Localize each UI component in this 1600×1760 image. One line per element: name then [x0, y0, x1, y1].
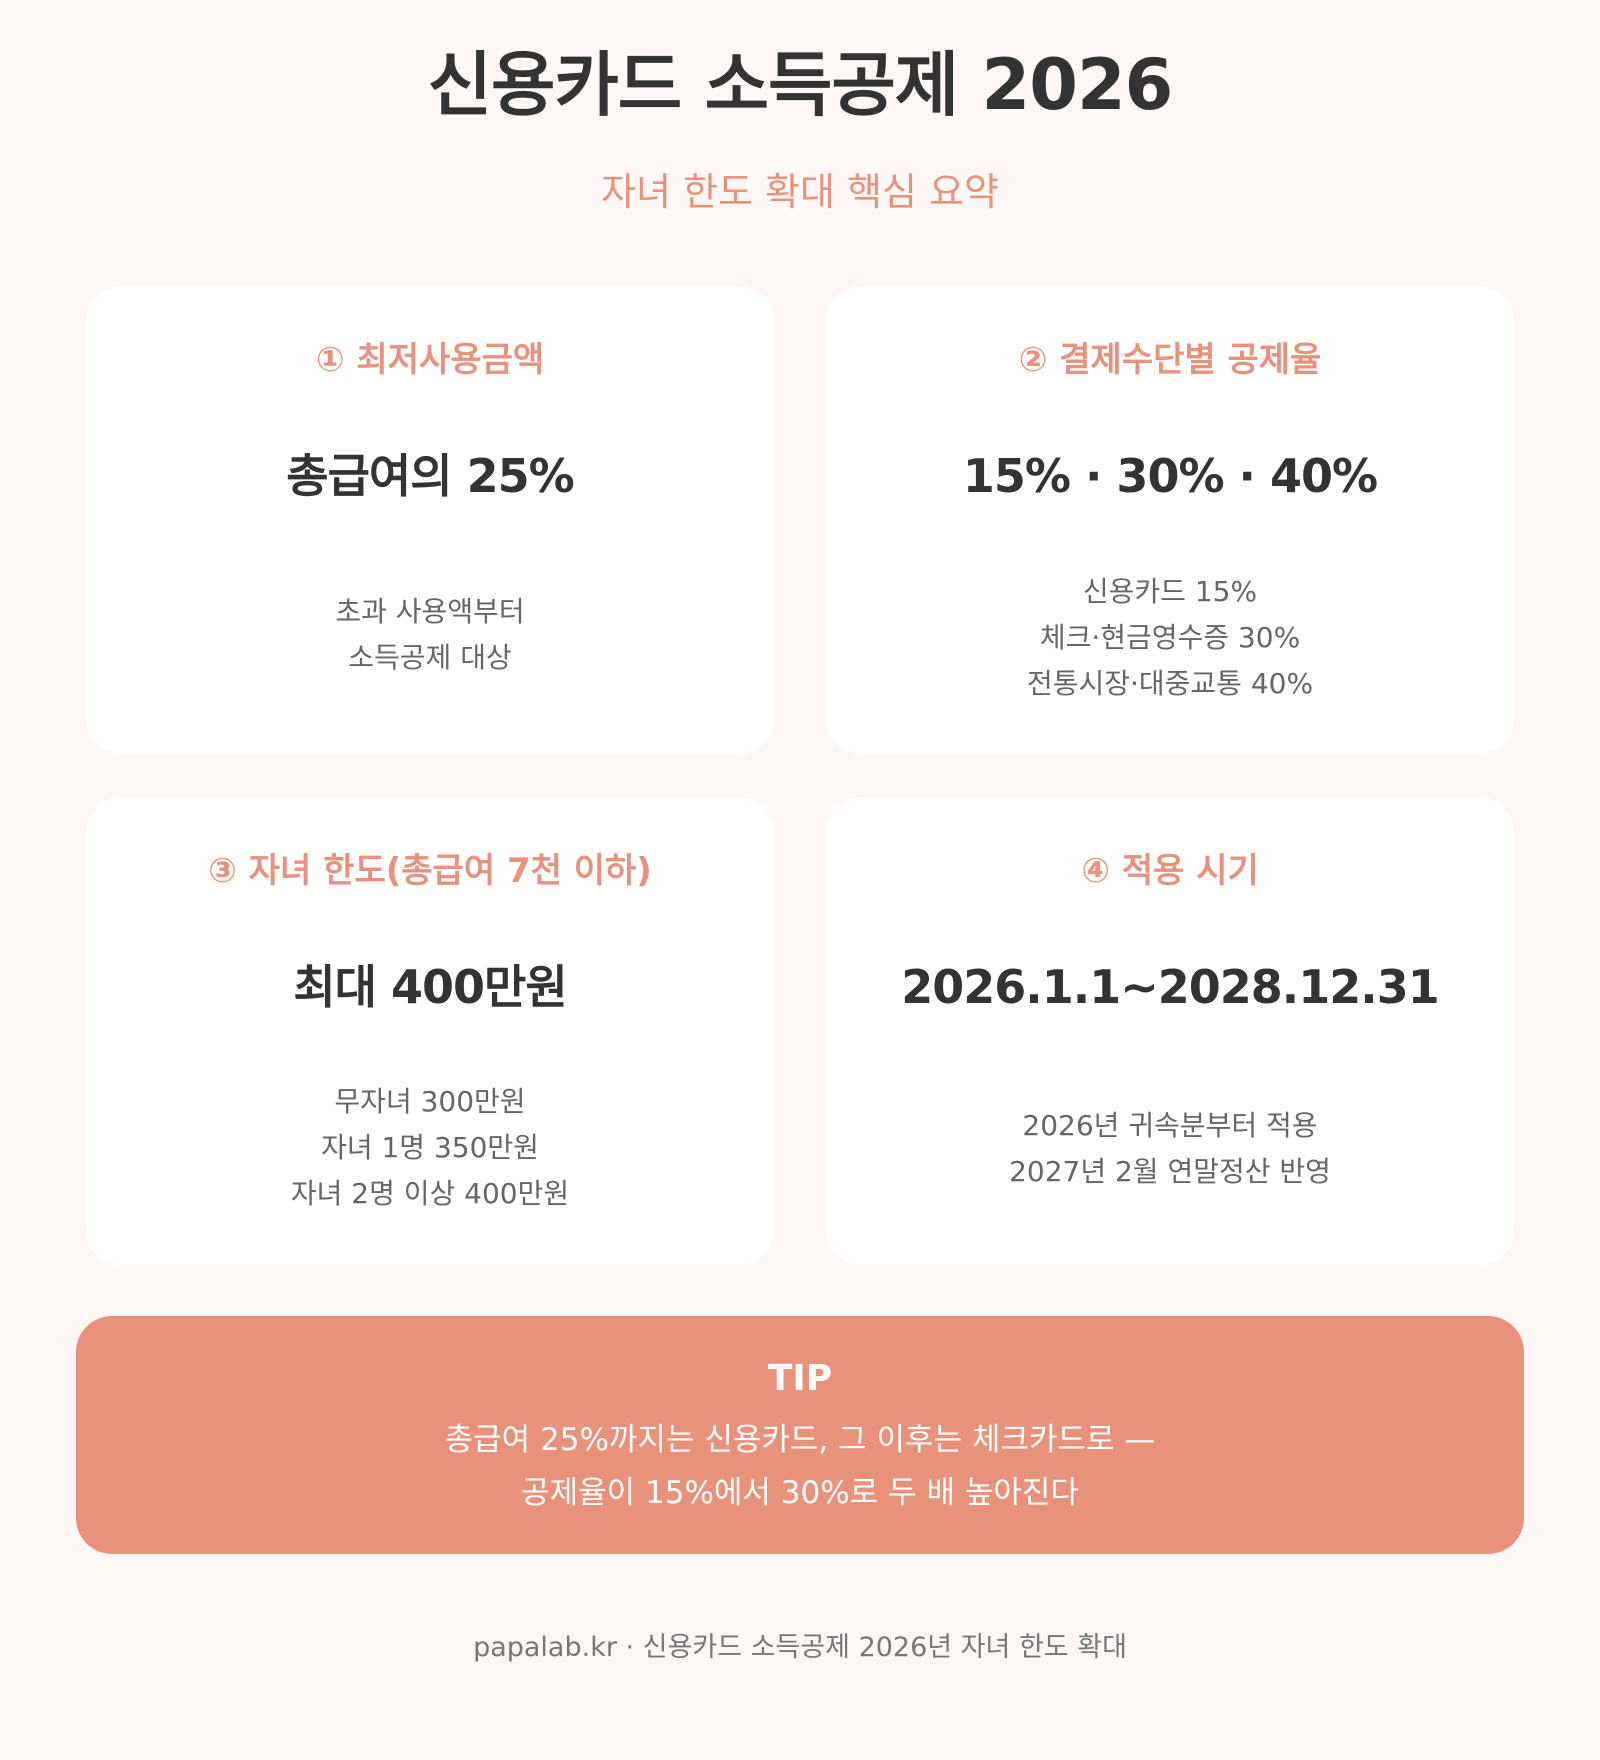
card-description-line: 전통시장·대중교통 40% [1026, 667, 1314, 700]
card-description-line: 체크·현금영수증 30% [1039, 621, 1301, 654]
card-label: ② 결제수단별 공제율 [1018, 340, 1322, 380]
card-description-line: 신용카드 15% [1082, 575, 1258, 608]
card-value: 총급여의 25% [286, 449, 574, 503]
tip-line: 총급여 25%까지는 신용카드, 그 이후는 체크카드로 — [444, 1422, 1156, 1458]
card-description: 2026년 귀속분부터 적용 2027년 2월 연말정산 반영 [826, 1103, 1514, 1195]
page-title: 신용카드 소득공제 2026 [427, 44, 1174, 126]
card-label: ④ 적용 시기 [1081, 851, 1259, 891]
footer-credit: papalab.kr · 신용카드 소득공제 2026년 자녀 한도 확대 [473, 1632, 1127, 1663]
card-value: 2026.1.1~2028.12.31 [901, 960, 1440, 1014]
card-effective-period: ④ 적용 시기 2026.1.1~2028.12.31 2026년 귀속분부터 … [826, 797, 1514, 1265]
card-deduction-rates: ② 결제수단별 공제율 15% · 30% · 40% 신용카드 15% 체크·… [826, 286, 1514, 754]
card-description-line: 자녀 1명 350만원 [321, 1131, 539, 1164]
card-description: 초과 사용액부터 소득공제 대상 [86, 589, 774, 681]
card-minimum-spending: ① 최저사용금액 총급여의 25% 초과 사용액부터 소득공제 대상 [86, 286, 774, 754]
tip-text: 총급여 25%까지는 신용카드, 그 이후는 체크카드로 — 공제율이 15%에… [76, 1414, 1524, 1520]
tip-box: TIP 총급여 25%까지는 신용카드, 그 이후는 체크카드로 — 공제율이 … [76, 1316, 1524, 1554]
card-label: ① 최저사용금액 [315, 340, 545, 380]
card-description-line: 자녀 2명 이상 400만원 [290, 1177, 570, 1210]
card-description-line: 소득공제 대상 [348, 641, 512, 674]
card-description-line: 무자녀 300만원 [334, 1085, 526, 1118]
page-subtitle: 자녀 한도 확대 핵심 요약 [601, 170, 999, 214]
card-description: 무자녀 300만원 자녀 1명 350만원 자녀 2명 이상 400만원 [86, 1079, 774, 1217]
card-value: 최대 400만원 [293, 960, 567, 1014]
tip-line: 공제율이 15%에서 30%로 두 배 높아진다 [521, 1475, 1079, 1511]
card-description-line: 초과 사용액부터 [335, 595, 525, 628]
card-child-limit: ③ 자녀 한도(총급여 7천 이하) 최대 400만원 무자녀 300만원 자녀… [86, 797, 774, 1265]
card-label: ③ 자녀 한도(총급여 7천 이하) [208, 851, 652, 891]
card-description-line: 2026년 귀속분부터 적용 [1022, 1109, 1318, 1142]
card-value: 15% · 30% · 40% [962, 449, 1378, 503]
header: 신용카드 소득공제 2026 자녀 한도 확대 핵심 요약 [0, 40, 1600, 216]
card-description: 신용카드 15% 체크·현금영수증 30% 전통시장·대중교통 40% [826, 569, 1514, 707]
card-description-line: 2027년 2월 연말정산 반영 [1009, 1155, 1331, 1188]
tip-title: TIP [767, 1358, 833, 1399]
